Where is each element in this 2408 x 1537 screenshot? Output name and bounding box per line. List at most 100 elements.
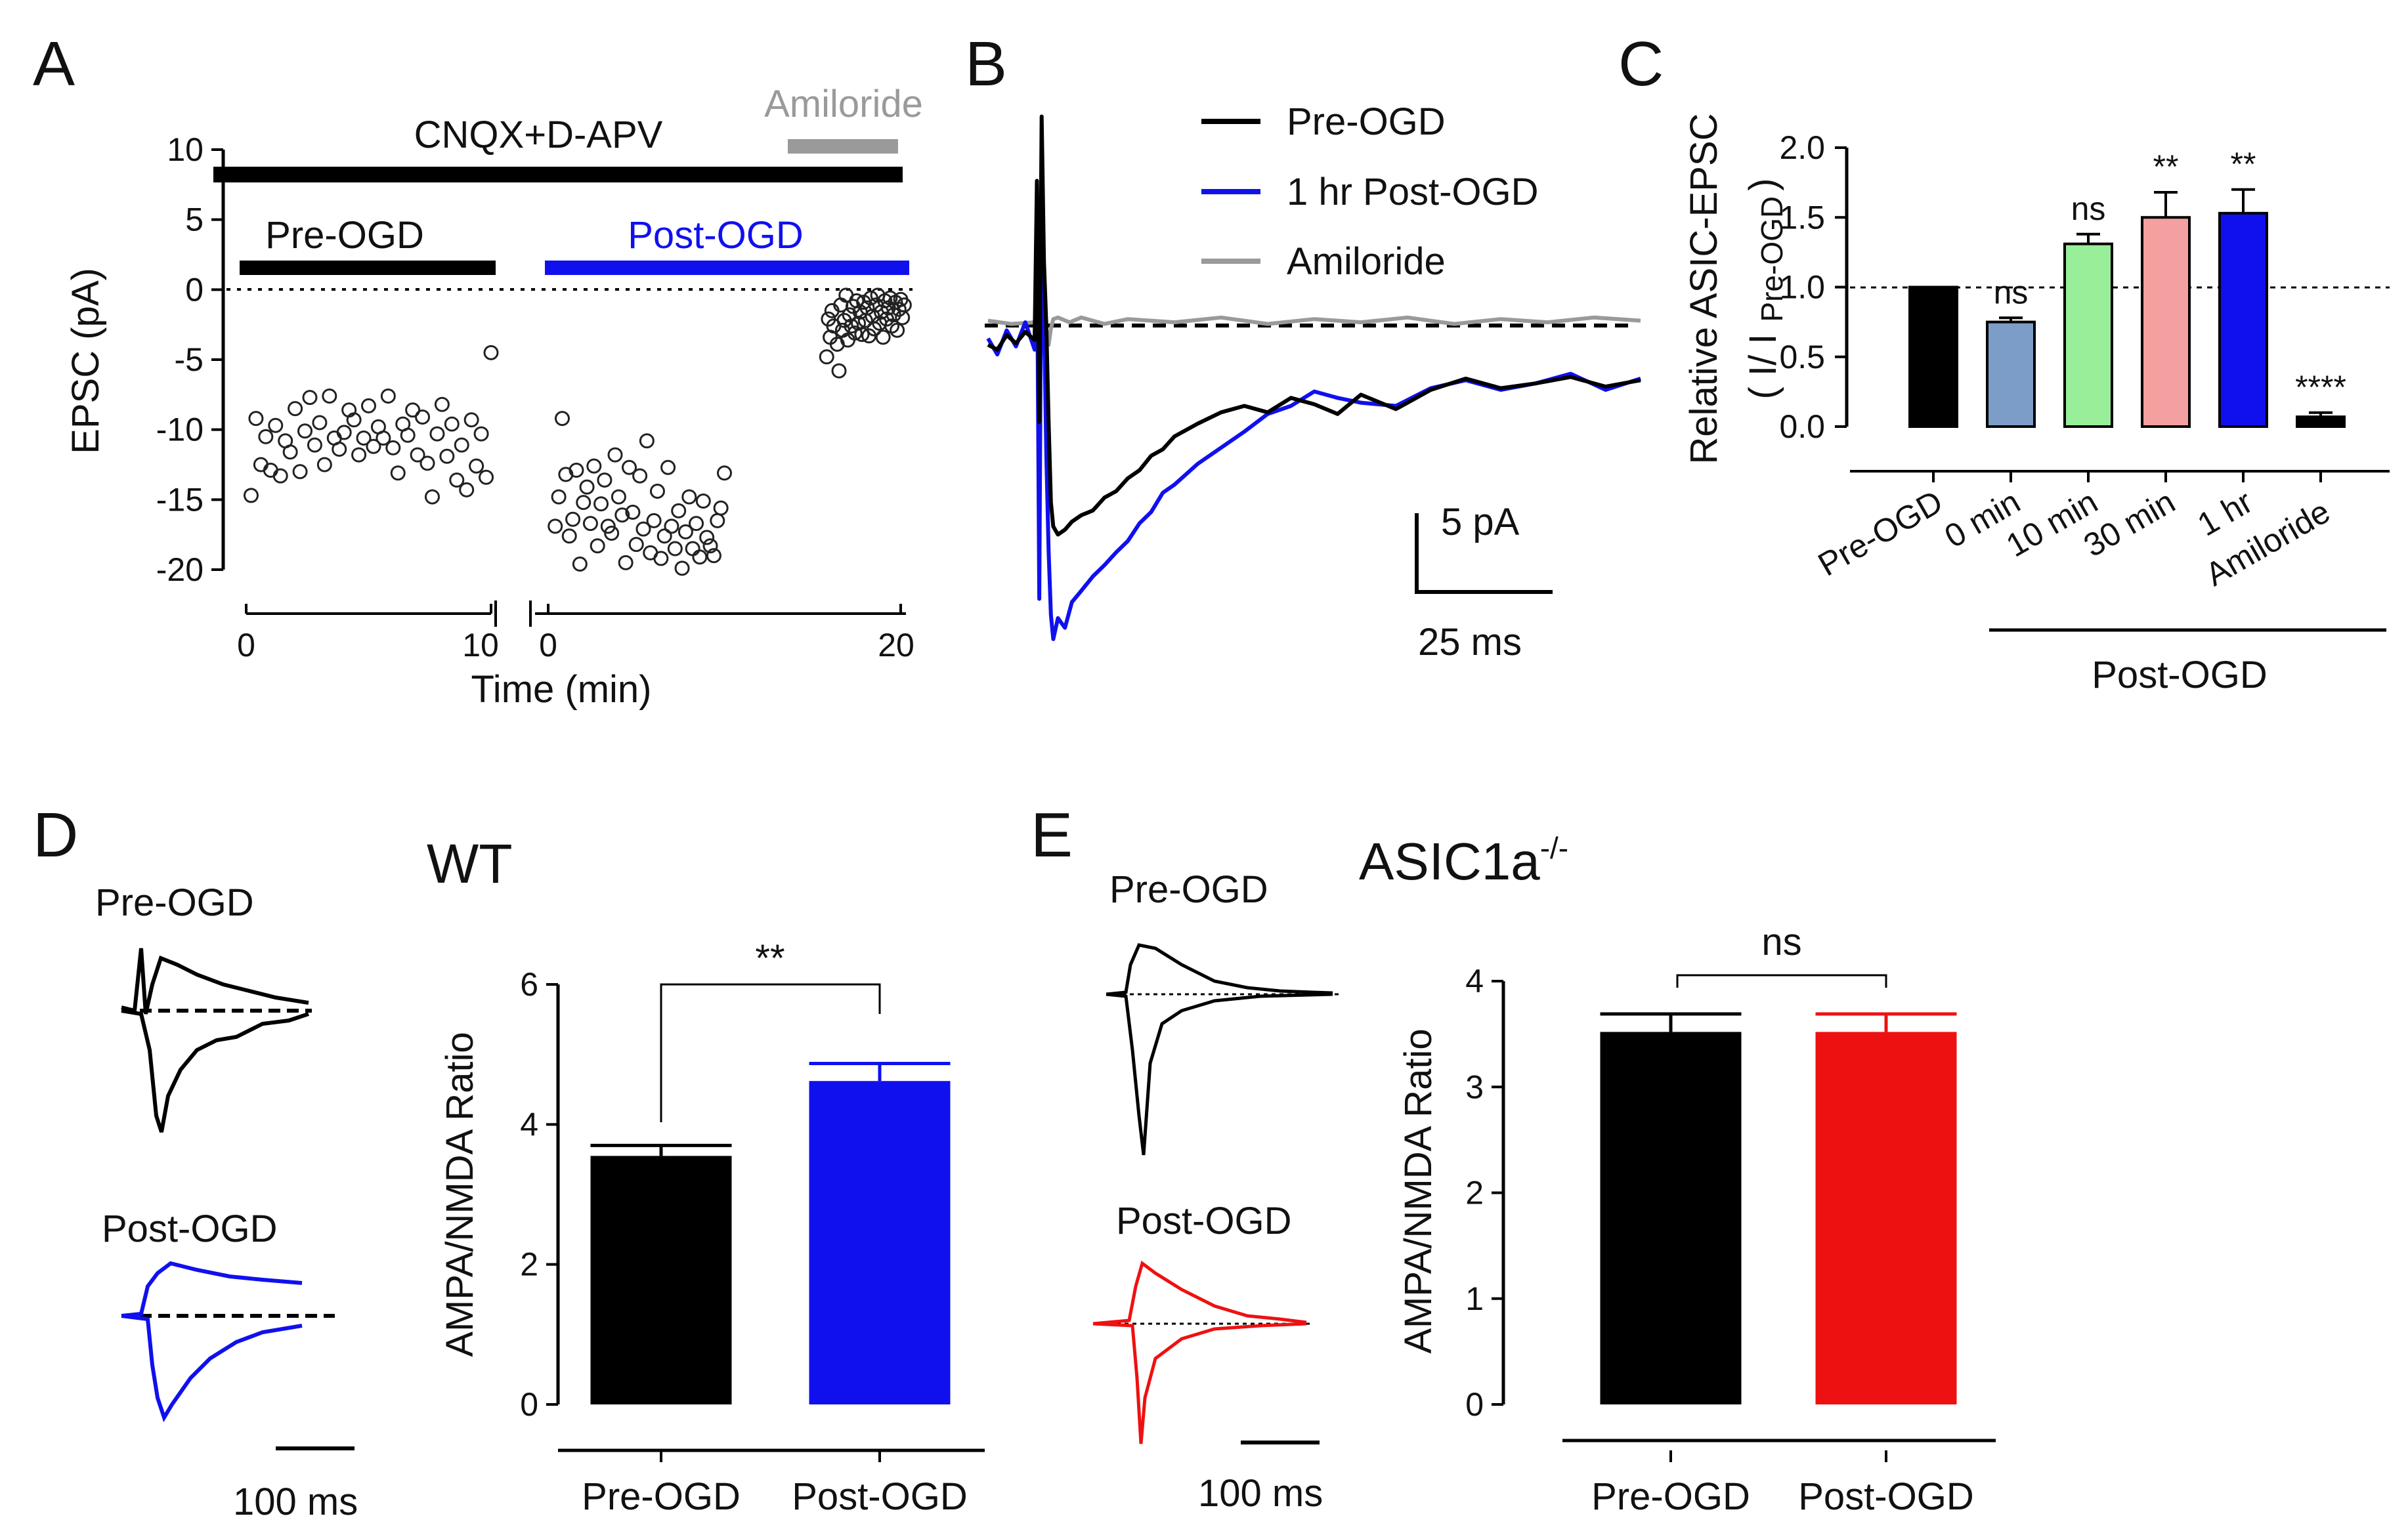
panel-a-point-pre-ogd [479,469,494,485]
panel-e-category-label: Pre-OGD [1591,1475,1750,1518]
panel-e-trace-label-pre: Pre-OGD [1109,868,1268,911]
panel-b-scalebar-y-label: 5 pA [1441,501,1520,543]
panel-b-trace-amiloride [987,283,1641,357]
panel-a-point-post-ogd [710,513,725,528]
panel-a-ytick-label: 5 [185,201,204,238]
panel-e-y-ticks: 0 1 2 3 4 [1465,963,1503,1423]
panel-d-ytick-label: 0 [520,1386,538,1423]
panel-a-scatter: 10 5 0 -5 -10 -15 -20 CNQX+D-APV Amiloride Pre… [64,83,923,711]
panel-a-point-pre-ogd [346,412,362,428]
legend-label-amiloride: Amiloride [1287,240,1446,283]
panel-a-point-pre-ogd [405,402,421,418]
panel-a-point-post-ogd [579,479,595,495]
panel-a-point-pre-ogd [469,458,484,474]
panel-e-bar [1600,1032,1742,1404]
panel-a-point-post-ogd [699,530,715,545]
panel-e-bar [1815,1032,1957,1404]
panel-a-point-pre-ogd [288,401,303,417]
panel-a-ytick-label: 0 [185,271,204,308]
panel-c-bar [2141,216,2191,428]
panel-a-point-post-ogd [554,411,570,427]
panel-a-point-post-ogd [576,495,591,511]
panel-a-point-post-ogd [622,459,637,475]
panel-a-point-post-ogd [681,489,697,505]
panel-e-post-trace-nmda [1092,1260,1307,1326]
panel-a-point-post-ogd [597,472,613,488]
panel-a-point-pre-ogd [297,423,313,439]
panel-a-point-post-ogd [674,560,690,576]
panel-e-traces [1092,943,1339,1444]
panel-d-traces [121,948,335,1423]
panel-d-y-label: AMPA/NMDA Ratio [439,1032,481,1357]
panel-letter-a: A [33,29,75,99]
panel-b-trace-pre-ogd [987,114,1641,537]
panel-e-bars: Pre-OGD Post-OGD ns [1591,921,1974,1518]
panel-e-title: ASIC1a-/- [1359,831,1568,891]
panel-a-point-post-ogd [611,489,626,505]
panel-a-point-pre-ogd [258,429,274,444]
panel-d-category-label: Post-OGD [792,1475,968,1518]
panel-a-point-pre-ogd [248,411,264,427]
panel-a-point-post-ogd [565,511,581,527]
panel-a-points [243,287,912,576]
legend-label-pre: Pre-OGD [1287,100,1446,143]
panel-a-point-amiloride [842,307,857,323]
panel-a-point-pre-ogd [385,440,401,455]
panel-a-point-amiloride [896,297,912,313]
panel-a-point-post-ogd [706,548,721,564]
panel-a-point-post-ogd [713,500,729,516]
panel-d-trace-label-pre: Pre-OGD [95,881,254,924]
panel-a-ytick-label: 10 [167,131,204,168]
panel-d-bar [590,1156,732,1404]
panel-d-ytick-label: 4 [520,1106,538,1143]
panel-c-bar [2218,211,2268,428]
panel-a-point-amiloride [831,363,847,379]
panel-a-point-post-ogd [604,526,620,541]
panel-a-point-post-ogd [671,503,687,518]
panel-a-point-pre-ogd [449,472,465,488]
panel-e-significance-bracket [1676,974,1887,988]
panel-e-scalebar-label: 100 ms [1198,1472,1323,1515]
panel-a-ytick-label: -5 [175,341,204,378]
panel-a-point-post-ogd [639,433,655,449]
panel-c-significance: **** [2295,369,2346,406]
panel-a-ytick-label: -15 [156,481,204,518]
panel-c-ytick-label: 0.5 [1779,339,1825,375]
panel-d-post-trace-nmda [121,1261,303,1318]
panel-a-point-post-ogd [582,516,598,532]
panel-a-point-post-ogd [607,447,623,463]
panel-a-point-post-ogd [667,541,683,557]
panel-a-pre-label: Pre-OGD [265,214,424,257]
panel-d-significance-bracket [660,983,881,1122]
panel-b-trace-1-hr-post-ogd [986,163,1641,641]
panel-a-point-post-ogd [632,468,648,484]
panel-a-point-pre-ogd [292,464,308,480]
panel-a-point-post-ogd [635,521,651,537]
panel-c-bar [1986,320,2036,428]
panel-a-point-post-ogd [660,459,676,475]
panel-a-xtick-label: 10 [462,627,499,663]
panel-c-ytick-label: 1.5 [1779,199,1825,236]
panel-a-point-post-ogd [717,465,732,481]
panel-c-y-label-2: ( I/ IPre-OGD) [1742,179,1789,400]
panel-a-point-post-ogd [702,538,718,554]
panel-a-point-amiloride [895,310,911,326]
panel-a-x-label: Time (min) [471,668,652,711]
panel-a-point-post-ogd [677,524,693,539]
panel-d-pre-trace-nmda [121,948,309,1015]
panel-a-point-pre-ogd [302,390,318,406]
panel-a-point-post-ogd [653,551,669,566]
panel-a-point-pre-ogd [253,457,269,473]
panel-a-point-pre-ogd [351,447,367,463]
panel-e-ytick-label: 4 [1465,963,1484,1000]
panel-c-y-ticks: 0.0 0.5 1.0 1.5 2.0 [1779,129,1847,445]
panel-c-y-label: Relative ASIC-EPSC [1683,113,1725,464]
panel-c-category-label: 30 min [2078,483,2182,564]
panel-a-point-pre-ogd [380,388,396,404]
panel-a-point-post-ogd [649,484,665,499]
panel-c-ytick-label: 2.0 [1779,129,1825,166]
panel-e-ytick-label: 1 [1465,1280,1484,1317]
